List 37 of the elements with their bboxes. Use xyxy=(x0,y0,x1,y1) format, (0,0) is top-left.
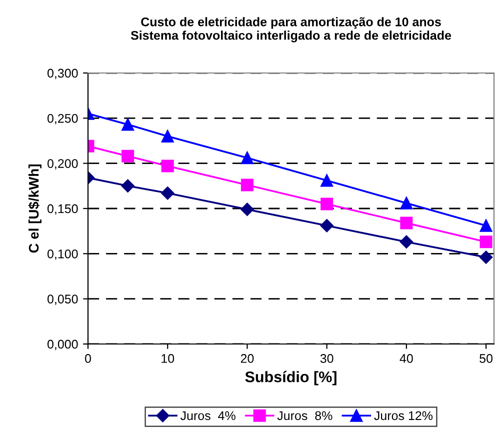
x-tick-label: 50 xyxy=(480,354,493,363)
point xyxy=(240,152,254,164)
chart-title: Custo de eletricidade para amortização de 10 anos Sistema fotovoltaico interligado a rede de eletricidade xyxy=(130,17,452,42)
point xyxy=(480,219,492,232)
point xyxy=(320,174,334,187)
point xyxy=(122,150,134,162)
y-tick-label: 0,200 xyxy=(47,159,78,170)
legend-label: Juros 4% xyxy=(180,411,236,420)
y-tick-label: 0,000 xyxy=(47,340,78,350)
point xyxy=(320,219,334,232)
y-tick-label: 0,100 xyxy=(47,249,78,260)
y-tick-label: 0,300 xyxy=(47,68,78,80)
x-tick-label: 10 xyxy=(162,354,174,363)
point xyxy=(320,198,334,210)
y-tick-label: 0,250 xyxy=(47,114,78,124)
x-tick-label: 0 xyxy=(85,354,91,363)
point xyxy=(161,130,174,142)
x-tick-label: 20 xyxy=(240,354,254,363)
y-axis-title: C el [U$/kWh] xyxy=(28,164,42,253)
point xyxy=(400,196,413,210)
point xyxy=(121,179,134,193)
legend-label: Juros 8% xyxy=(277,411,332,420)
point xyxy=(161,160,174,172)
x-tick-label: 30 xyxy=(320,354,334,363)
point xyxy=(240,178,254,192)
y-tick-label: 0,050 xyxy=(47,294,78,305)
point xyxy=(161,186,174,200)
point xyxy=(479,250,493,264)
point xyxy=(400,216,413,230)
x-tick-label: 40 xyxy=(400,354,413,363)
legend-label: Juros 12% xyxy=(374,411,433,420)
y-tick-label: 0,150 xyxy=(47,204,78,215)
point xyxy=(400,235,414,249)
x-axis-title: Subsídio [%] xyxy=(245,370,336,386)
point xyxy=(240,202,254,216)
point xyxy=(122,118,134,131)
point xyxy=(480,236,492,248)
